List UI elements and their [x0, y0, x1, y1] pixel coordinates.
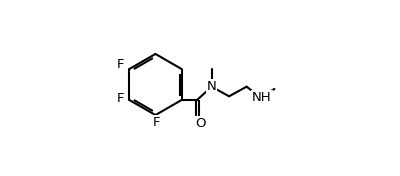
- Text: F: F: [116, 58, 124, 71]
- Text: N: N: [207, 80, 216, 93]
- Text: F: F: [152, 116, 160, 128]
- Text: F: F: [116, 92, 124, 105]
- Text: O: O: [195, 117, 206, 130]
- Text: NH: NH: [252, 91, 272, 104]
